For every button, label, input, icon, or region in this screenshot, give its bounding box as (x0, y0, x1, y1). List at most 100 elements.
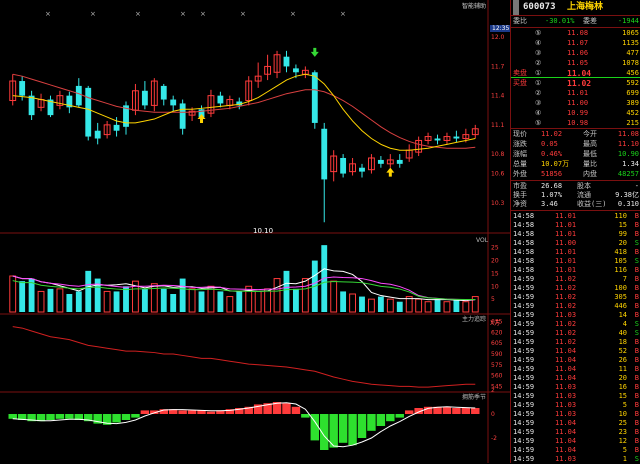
ask-label: 卖盘 (513, 69, 527, 77)
volume-bar (123, 286, 129, 312)
tick-volume: 305 (614, 293, 627, 301)
ask-level-tag: ④ (535, 39, 542, 47)
cycle-bar (206, 411, 216, 414)
square-icon (513, 0, 519, 15)
candle-body (273, 54, 281, 73)
tick-direction: B (634, 302, 639, 310)
cycle-bar (348, 414, 357, 446)
volume-bar (471, 296, 479, 313)
tick-price: 11.04 (555, 437, 577, 445)
ask-level-row[interactable]: ⑤ 11.08 1065 (511, 29, 640, 38)
tick-direction: B (634, 311, 639, 319)
candle-body (292, 68, 299, 73)
kline-chart[interactable]: × × × × × × × ×12.011.711.411.110.810.610.32520… (0, 0, 510, 463)
bid-level-row[interactable]: ④ 10.99 452 (511, 109, 640, 118)
candle-body (386, 159, 394, 165)
cycle-bar (423, 406, 433, 414)
ask-level-row[interactable]: 卖盘 ① 11.04 456 (511, 69, 640, 78)
trade-tick-row: 14:58 11.01 116 B (511, 266, 640, 275)
volume-bar (396, 301, 403, 312)
cycle-bar (93, 414, 102, 424)
chart-title: 智能辅助 (462, 3, 487, 10)
tick-volume: 99 (618, 230, 627, 238)
ask-level-row[interactable]: ④ 11.07 1135 (511, 39, 640, 48)
candle-body (396, 159, 403, 164)
volume-bar (150, 283, 158, 313)
tick-volume: 40 (618, 329, 627, 337)
stat-key: 外盘 (513, 170, 527, 178)
candle-body (123, 105, 129, 127)
tick-volume: 20 (618, 239, 627, 247)
trade-tick-row: 14:59 11.04 23 B (511, 428, 640, 437)
stock-code: 600073 (523, 2, 556, 12)
trade-tick-row: 14:59 11.02 18 B (511, 338, 640, 347)
fund-pane-title: 主力追踪 (462, 316, 487, 323)
trade-tick-row: 14:59 11.04 25 B (511, 419, 640, 428)
trade-tick-row: 14:59 11.04 20 B (511, 374, 640, 383)
stat-key: 收益(三) (577, 200, 607, 208)
candle-body (311, 72, 318, 123)
volume-bar (330, 280, 338, 313)
bid-level-row[interactable]: ⑤ 10.98 215 (511, 119, 640, 128)
fundamental-row: 换手 1.07% 流通 9.38亿 (511, 191, 640, 200)
bid-level-row[interactable]: ③ 11.00 389 (511, 99, 640, 108)
tick-volume: 7 (622, 275, 627, 283)
cycle-bar (253, 404, 263, 414)
bid-level-row[interactable]: 买盘 ① 11.02 592 (511, 79, 640, 88)
weicha-value: -1944 (617, 17, 639, 25)
tick-price: 11.02 (555, 329, 577, 337)
tick-time: 14:58 (513, 239, 535, 247)
ask-level-row[interactable]: ② 11.05 1078 (511, 59, 640, 68)
volume-bar (132, 280, 139, 313)
trade-tick-row: 14:59 11.04 11 B (511, 365, 640, 374)
bid-level-row[interactable]: ② 11.01 699 (511, 89, 640, 98)
volume-bar (236, 291, 243, 312)
volume-bar (198, 291, 205, 312)
candle-body (434, 138, 441, 141)
candle-body (56, 95, 64, 106)
candle-body (340, 157, 347, 174)
stat-value: 11.10 (617, 140, 639, 148)
tick-volume: 20 (618, 374, 627, 382)
volume-bar (434, 299, 441, 312)
candle-body (424, 136, 432, 141)
top-marker: × (90, 10, 96, 18)
quote-stat-row: 外盘 51856 内盘 48257 (511, 170, 640, 179)
tick-direction: S (634, 239, 639, 247)
volume-bar (405, 296, 413, 313)
quote-stat-row: 涨幅 0.46% 最低 10.90 (511, 150, 640, 159)
tick-price: 11.02 (555, 302, 577, 310)
volume-bar (301, 278, 309, 313)
ask-level-row[interactable]: ③ 11.06 477 (511, 49, 640, 58)
cycle-line (12, 402, 476, 448)
tick-time: 14:59 (513, 347, 535, 355)
tick-time: 14:59 (513, 275, 535, 283)
ask-price: 11.05 (567, 59, 589, 67)
candle-body (179, 103, 186, 129)
cycle-bar (197, 410, 206, 414)
volume-bar (386, 298, 394, 313)
trade-tick-row: 14:58 11.01 110 B (511, 212, 640, 221)
tick-price: 11.03 (555, 455, 577, 463)
kline-chart-area[interactable]: × × × × × × × × 12.0 11.7 11.4 11.1 10.8 10.6 10.3 25 20… (0, 0, 512, 463)
tick-volume: 418 (614, 248, 627, 256)
candle-body (349, 163, 356, 173)
cycle-bar (310, 414, 320, 441)
stat-value: 3.46 (541, 200, 558, 208)
fund-axis-label: 545 (491, 383, 503, 390)
bid-level-tag: ③ (535, 99, 542, 107)
tick-volume: 116 (614, 266, 627, 274)
top-marker: × (340, 10, 346, 18)
tick-direction: B (634, 347, 639, 355)
signal-arrow-icon (197, 114, 206, 123)
volume-bar (160, 288, 167, 312)
candle-body (462, 134, 470, 140)
volume-bar (217, 291, 224, 312)
candle-body (377, 159, 384, 164)
candle-body (113, 124, 120, 131)
fund-axis-label: 560 (491, 373, 503, 380)
stat-key: 总量 (513, 160, 527, 168)
bid-level-tag: ② (535, 89, 542, 97)
bid-volume: 389 (626, 99, 639, 107)
tick-direction: B (634, 266, 639, 274)
